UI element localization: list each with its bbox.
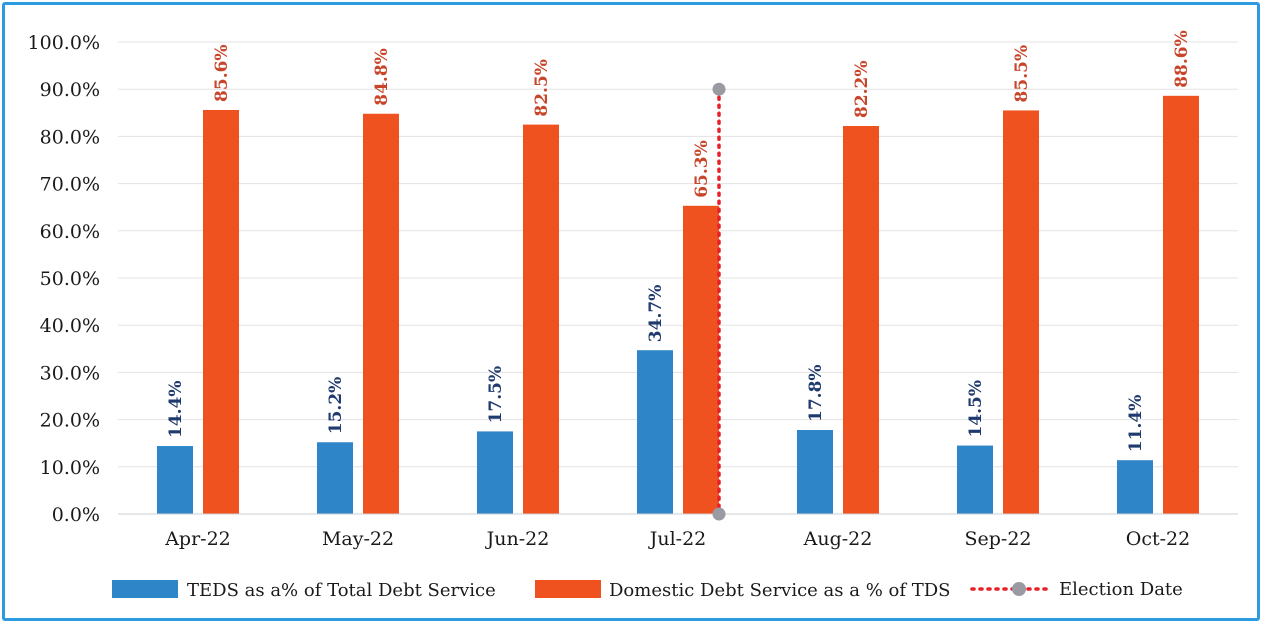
x-tick-label: Oct-22 xyxy=(1126,528,1190,550)
data-labels: 14.4% 85.6% 15.2% 84.8% 17.5% 82.5% 34.7% 65.3%… xyxy=(166,30,1192,452)
data-label-teds: 11.4% xyxy=(1126,395,1146,453)
legend-label-domestic: Domestic Debt Service as a % of TDS xyxy=(609,580,951,601)
bar-teds xyxy=(957,445,993,514)
y-tick-label: 10.0% xyxy=(40,457,100,479)
bar-domestic xyxy=(523,124,559,514)
bar-teds xyxy=(157,446,193,514)
data-label-domestic: 85.5% xyxy=(1012,45,1032,103)
data-label-domestic: 84.8% xyxy=(372,48,392,106)
legend-swatch-teds xyxy=(112,580,178,598)
bars xyxy=(157,95,1199,515)
bar-teds xyxy=(637,350,673,514)
data-label-domestic: 82.5% xyxy=(532,59,552,117)
legend-swatch-domestic xyxy=(535,580,601,598)
bar-teds xyxy=(797,429,833,514)
y-tick-label: 70.0% xyxy=(40,174,100,196)
y-tick-label: 90.0% xyxy=(40,79,100,101)
y-tick-label: 60.0% xyxy=(40,221,100,243)
election-date-line xyxy=(712,82,726,521)
y-tick-label: 30.0% xyxy=(40,362,100,384)
legend-label-teds: TEDS as a% of Total Debt Service xyxy=(187,580,496,601)
legend-marker-election xyxy=(1012,582,1026,596)
election-date-marker-top xyxy=(712,82,726,96)
data-label-teds: 34.7% xyxy=(646,285,666,343)
y-axis: 0.0% 10.0% 20.0% 30.0% 40.0% 50.0% 60.0% 70.0% 8… xyxy=(28,32,100,526)
legend-label-election: Election Date xyxy=(1059,579,1183,600)
bar-domestic xyxy=(363,113,399,514)
y-tick-label: 100.0% xyxy=(28,32,100,54)
x-tick-label: Jul-22 xyxy=(648,528,707,550)
y-tick-label: 0.0% xyxy=(52,504,100,526)
y-tick-label: 50.0% xyxy=(40,268,100,290)
data-label-teds: 15.2% xyxy=(326,377,346,435)
bar-teds xyxy=(1117,460,1153,514)
x-axis: Apr-22 May-22 Jun-22 Jul-22 Aug-22 Sep-22 Oct-… xyxy=(118,513,1238,550)
x-tick-label: Jun-22 xyxy=(485,528,550,550)
bar-teds xyxy=(477,431,513,514)
bar-domestic xyxy=(1163,95,1199,515)
y-tick-label: 40.0% xyxy=(40,315,100,337)
x-tick-label: Sep-22 xyxy=(964,528,1031,550)
x-tick-label: Aug-22 xyxy=(803,528,873,550)
data-label-domestic: 88.6% xyxy=(1172,30,1192,88)
gridlines xyxy=(118,41,1238,468)
data-label-teds: 14.5% xyxy=(966,380,986,438)
y-tick-label: 80.0% xyxy=(40,126,100,148)
election-date-marker-bottom xyxy=(712,507,726,521)
bar-domestic xyxy=(1003,110,1039,514)
x-tick-label: Apr-22 xyxy=(164,528,231,550)
data-label-teds: 14.4% xyxy=(166,380,186,438)
bar-domestic xyxy=(843,126,879,515)
legend: TEDS as a% of Total Debt Service Domestic… xyxy=(112,579,1183,601)
data-label-teds: 17.5% xyxy=(486,366,506,424)
data-label-domestic: 82.2% xyxy=(852,60,872,118)
data-label-domestic: 85.6% xyxy=(212,44,232,102)
data-label-domestic: 65.3% xyxy=(692,140,712,198)
x-tick-label: May-22 xyxy=(322,528,394,550)
data-label-teds: 17.8% xyxy=(806,364,826,422)
bar-domestic xyxy=(683,205,719,514)
bar-teds xyxy=(317,442,353,514)
bar-domestic xyxy=(203,109,239,514)
y-tick-label: 20.0% xyxy=(40,410,100,432)
